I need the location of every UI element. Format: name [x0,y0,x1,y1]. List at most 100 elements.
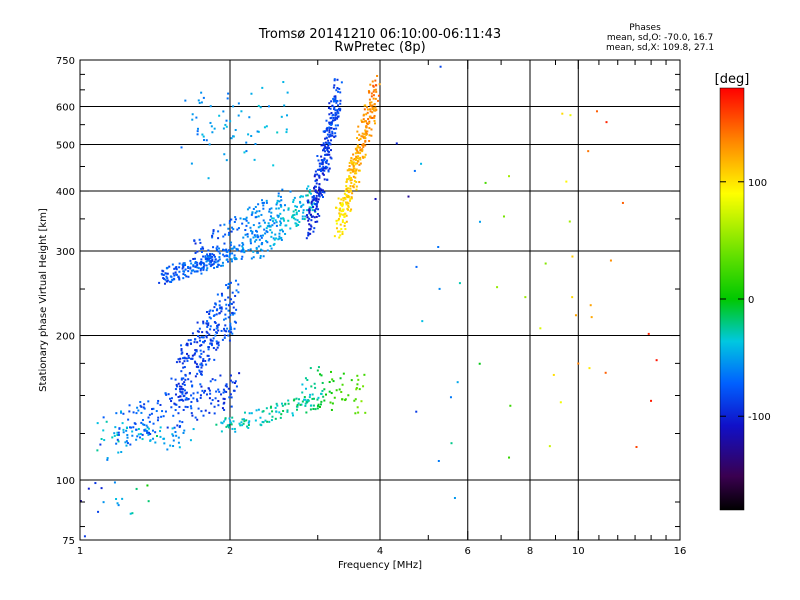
data-point [296,205,299,208]
data-point [169,444,172,447]
data-point [286,410,289,413]
data-point [149,439,152,442]
data-point [117,433,120,436]
data-point [478,220,481,223]
data-point [170,397,173,400]
data-point [206,320,209,323]
data-point [207,354,210,357]
data-point [260,248,263,251]
data-point [326,133,329,136]
data-point [315,197,318,200]
data-point [318,176,321,179]
data-point [310,215,313,218]
data-point [175,434,178,437]
data-point [342,209,345,212]
data-point [141,419,144,422]
data-point [361,135,364,138]
data-point [226,424,229,427]
data-point [269,215,272,218]
data-point [277,192,280,195]
data-point [276,199,279,202]
data-point [254,235,257,238]
data-point [344,189,347,192]
data-point [202,340,205,343]
data-point [148,431,151,434]
data-point [233,320,236,323]
data-point [245,224,248,227]
data-point [181,398,184,401]
data-point [305,214,308,217]
data-point [275,237,278,240]
data-point [145,430,148,433]
data-point [358,157,361,160]
data-point [200,363,203,366]
data-point [196,400,199,403]
data-point [322,169,325,172]
data-point [218,258,221,261]
data-point [205,393,208,396]
data-point [195,398,198,401]
data-point [205,269,208,272]
data-point [230,331,233,334]
data-point [292,399,295,402]
data-point [281,404,284,407]
data-point [242,422,245,425]
data-point [257,130,260,133]
data-point [200,370,203,373]
data-point [180,378,183,381]
data-point [359,162,362,165]
data-point [328,129,331,132]
data-point [339,234,342,237]
data-point [181,263,184,266]
data-point [178,278,181,281]
data-point [209,380,212,383]
data-point [192,397,195,400]
data-point [280,236,283,239]
data-point [149,433,152,436]
data-point [268,105,271,108]
data-point [350,208,353,211]
data-point [306,187,309,190]
data-point [83,535,86,538]
data-point [240,110,243,113]
data-point [362,142,365,145]
data-point [329,401,332,404]
data-point [298,220,301,223]
data-point [350,189,353,192]
data-point [147,433,150,436]
data-point [231,252,234,255]
data-point [106,458,109,461]
data-point [327,147,330,150]
data-point [210,342,213,345]
data-point [438,287,441,290]
data-point [353,167,356,170]
data-point [291,412,294,415]
data-point [334,118,337,121]
data-point [356,151,359,154]
data-point [353,180,356,183]
data-point [238,244,241,247]
data-point [241,247,244,250]
data-point [330,123,333,126]
data-point [337,219,340,222]
data-point [111,436,114,439]
data-point [129,443,132,446]
data-point [344,398,347,401]
data-point [308,209,311,212]
colorbar-tick-label: 100 [748,178,767,189]
phases-stat-x: mean, sd,X: 109.8, 27.1 [605,43,715,53]
data-point [211,236,214,239]
data-point [182,277,185,280]
data-point [345,214,348,217]
data-point [197,267,200,270]
data-point [188,372,191,375]
data-point [214,261,217,264]
data-point [144,428,147,431]
data-point [172,277,175,280]
data-point [252,207,255,210]
data-point [313,382,316,385]
data-point [243,420,246,423]
data-point [325,146,328,149]
data-point [336,104,339,107]
data-point [361,120,364,123]
